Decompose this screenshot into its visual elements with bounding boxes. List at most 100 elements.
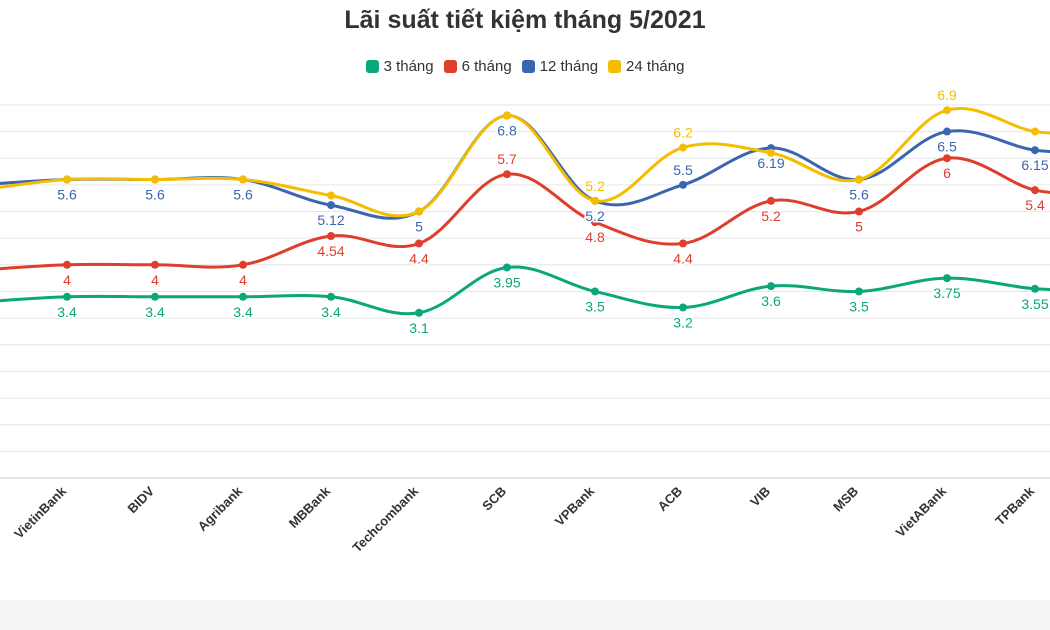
legend-swatch (365, 60, 379, 73)
chart-legend: 3 tháng 6 tháng 12 tháng 24 tháng (0, 58, 1050, 75)
legend-label: 3 tháng (383, 58, 434, 75)
data-point[interactable] (943, 274, 951, 283)
data-point[interactable] (855, 175, 863, 184)
legend-label: 6 tháng (461, 58, 512, 75)
legend-label: 24 tháng (626, 58, 685, 75)
data-point[interactable] (943, 154, 951, 163)
data-label: 5.2 (585, 208, 605, 224)
data-label: 4.4 (673, 250, 693, 266)
series-line[interactable] (0, 107, 1050, 218)
data-point[interactable] (327, 232, 335, 241)
data-point[interactable] (327, 191, 335, 200)
data-point[interactable] (679, 239, 687, 248)
data-label: 5.6 (233, 187, 253, 203)
x-tick-label: MBBank (286, 483, 334, 531)
data-point[interactable] (503, 263, 511, 272)
data-label: 3.6 (761, 293, 781, 309)
data-point[interactable] (767, 148, 775, 157)
data-point[interactable] (767, 282, 775, 291)
data-point[interactable] (327, 201, 335, 210)
data-label: 3.2 (673, 314, 693, 330)
data-point[interactable] (63, 260, 71, 269)
data-point[interactable] (591, 287, 599, 296)
legend-item-24-thang[interactable]: 24 tháng (608, 58, 684, 75)
data-point[interactable] (151, 260, 159, 269)
data-point[interactable] (943, 106, 951, 115)
data-point[interactable] (679, 180, 687, 189)
data-point[interactable] (63, 175, 71, 184)
data-point[interactable] (239, 292, 247, 301)
data-label: 4.54 (317, 243, 344, 259)
data-label: 6.8 (497, 123, 517, 139)
series-line[interactable] (0, 265, 1050, 316)
data-point[interactable] (239, 175, 247, 184)
x-tick-label: Techcombank (349, 483, 421, 555)
data-point[interactable] (327, 292, 335, 301)
data-point[interactable] (415, 308, 423, 317)
data-point[interactable] (239, 260, 247, 269)
x-tick-label: VietinBank (11, 483, 69, 541)
x-tick-label: MSB (830, 484, 861, 515)
data-label: 3.4 (57, 304, 77, 320)
x-tick-label: VietABank (893, 483, 950, 540)
data-label: 6 (943, 165, 951, 181)
data-label: 6.9 (937, 87, 957, 103)
data-point[interactable] (767, 196, 775, 205)
legend-item-12-thang[interactable]: 12 tháng (521, 58, 599, 75)
data-point[interactable] (503, 170, 511, 179)
legend-swatch (443, 60, 457, 73)
data-label: 3.75 (933, 285, 960, 301)
data-label: 6.2 (673, 125, 693, 141)
data-point[interactable] (1031, 127, 1039, 136)
data-label: 5 (855, 219, 863, 235)
x-tick-label: VPBank (552, 483, 598, 529)
data-point[interactable] (943, 127, 951, 136)
series-line[interactable] (0, 114, 1050, 220)
data-label: 3.5 (585, 298, 605, 314)
data-point[interactable] (855, 207, 863, 216)
data-label: 5.2 (761, 208, 781, 224)
legend-swatch (608, 60, 622, 73)
footer-band (0, 600, 1050, 630)
x-tick-label: SCB (479, 484, 509, 514)
data-point[interactable] (415, 239, 423, 248)
data-point[interactable] (151, 175, 159, 184)
data-point[interactable] (1031, 146, 1039, 155)
chart-title: Lãi suất tiết kiệm tháng 5/2021 (344, 6, 706, 34)
data-label: 6.15 (1021, 157, 1048, 173)
x-tick-label: TPBank (992, 483, 1037, 528)
data-label: 3.1 (409, 320, 429, 336)
data-point[interactable] (63, 292, 71, 301)
data-label: 4 (151, 272, 159, 288)
legend-item-6-thang[interactable]: 6 tháng (443, 58, 512, 75)
data-label: 6.5 (937, 139, 957, 155)
data-label: 4.4 (409, 250, 429, 266)
data-label: 3.4 (321, 304, 341, 320)
data-point[interactable] (503, 111, 511, 120)
data-label: 5 (415, 219, 423, 235)
data-label: 4 (63, 272, 71, 288)
data-label: 3.4 (233, 304, 253, 320)
data-label: 3.55 (1021, 296, 1048, 312)
data-point[interactable] (151, 292, 159, 301)
data-point[interactable] (1031, 284, 1039, 293)
x-tick-label: VIB (747, 484, 773, 510)
data-point[interactable] (415, 207, 423, 216)
data-point[interactable] (679, 303, 687, 312)
series-line[interactable] (0, 156, 1050, 271)
data-label: 5.12 (317, 212, 344, 228)
data-label: 4 (239, 272, 247, 288)
data-point[interactable] (1031, 186, 1039, 195)
legend-label: 12 tháng (539, 58, 599, 75)
data-label: 5.4 (1025, 197, 1045, 213)
legend-item-3-thang[interactable]: 3 tháng (365, 58, 434, 75)
data-label: 5.5 (673, 162, 693, 178)
data-point[interactable] (679, 143, 687, 152)
data-point[interactable] (855, 287, 863, 296)
data-point[interactable] (591, 218, 599, 227)
data-label: 3.5 (849, 298, 869, 314)
data-label: 5.6 (849, 187, 869, 203)
data-label: 5.7 (497, 151, 517, 167)
data-point[interactable] (591, 196, 599, 205)
x-tick-label: BIDV (125, 483, 158, 516)
